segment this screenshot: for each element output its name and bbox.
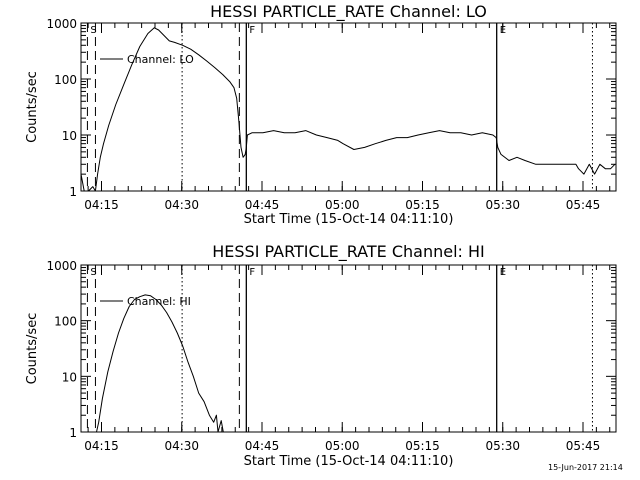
x-tick-label: 05:00 bbox=[325, 439, 360, 453]
x-tick-label: 05:30 bbox=[485, 198, 520, 212]
x-axis-label: Start Time (15-Oct-14 04:11:10) bbox=[244, 212, 454, 227]
x-tick-label: 05:00 bbox=[325, 198, 360, 212]
x-tick-label: 05:30 bbox=[485, 439, 520, 453]
x-tick-label: 04:45 bbox=[245, 439, 280, 453]
y-tick-label: 10 bbox=[62, 129, 77, 143]
plot-timestamp: 15-Jun-2017 21:14 bbox=[548, 463, 623, 472]
x-tick-label: 04:15 bbox=[84, 198, 119, 212]
y-tick-label: 1 bbox=[69, 426, 77, 440]
event-flag: S bbox=[90, 267, 96, 278]
y-axis-label: Counts/sec bbox=[25, 71, 40, 143]
y-axis-label: Counts/sec bbox=[25, 313, 40, 385]
legend-label: Channel: LO bbox=[127, 53, 194, 66]
chart-title: HESSI PARTICLE_RATE Channel: LO bbox=[210, 2, 487, 22]
chart-title: HESSI PARTICLE_RATE Channel: HI bbox=[212, 242, 485, 262]
event-flag: S bbox=[90, 25, 96, 36]
plot-frame bbox=[80, 264, 617, 433]
y-tick-label: 100 bbox=[54, 315, 77, 329]
x-axis-label: Start Time (15-Oct-14 04:11:10) bbox=[244, 454, 454, 469]
y-tick-label: 1 bbox=[69, 185, 77, 199]
legend-label: Channel: HI bbox=[127, 295, 191, 308]
panel-lo: HESSI PARTICLE_RATE Channel: LO 1 10 100 100… bbox=[25, 2, 617, 227]
y-tick-label: 1000 bbox=[46, 259, 77, 273]
y-tick-label: 100 bbox=[54, 73, 77, 87]
x-tick-label: 05:45 bbox=[566, 198, 601, 212]
x-tick-label: 04:15 bbox=[84, 439, 119, 453]
panel-hi: HESSI PARTICLE_RATE Channel: HI 1 10 100 100… bbox=[25, 242, 617, 469]
event-flag: F bbox=[249, 267, 255, 278]
event-flag: F bbox=[249, 25, 255, 36]
event-flag: E bbox=[500, 267, 506, 278]
y-tick-label: 1000 bbox=[46, 17, 77, 31]
x-tick-label: 04:30 bbox=[164, 198, 199, 212]
plot-frame bbox=[80, 22, 617, 192]
x-tick-label: 05:45 bbox=[566, 439, 601, 453]
series-line-hi bbox=[96, 294, 225, 433]
x-tick-label: 05:15 bbox=[405, 198, 440, 212]
x-tick-label: 04:45 bbox=[245, 198, 280, 212]
event-flag: E bbox=[500, 25, 506, 36]
y-tick-label: 10 bbox=[62, 370, 77, 384]
series-line-lo bbox=[80, 27, 616, 192]
x-tick-label: 05:15 bbox=[405, 439, 440, 453]
x-tick-label: 04:30 bbox=[164, 439, 199, 453]
